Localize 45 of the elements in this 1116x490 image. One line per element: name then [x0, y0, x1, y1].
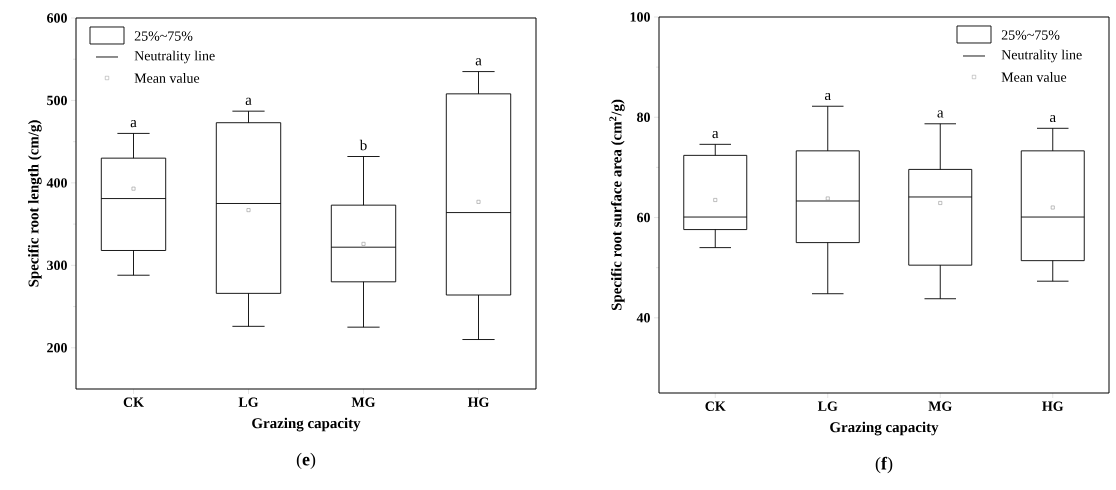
annotation: Neutrality line	[134, 50, 215, 64]
y-axis-title: Specific root surface area (cm$^{2}$/g)	[609, 99, 625, 311]
y-tick-label: 200	[47, 343, 67, 353]
x-tick-label: MG	[351, 397, 376, 407]
x-tick-label: HG	[1042, 401, 1064, 411]
x-axis-title: Grazing capacity	[252, 417, 361, 432]
x-tick-label: MG	[928, 401, 952, 411]
text: (e)	[296, 452, 316, 470]
point	[131, 186, 136, 191]
annotation: a	[475, 58, 482, 66]
x-tick-label: LG	[817, 401, 838, 411]
y-tick-label: 80	[637, 112, 650, 122]
y-tick-label: 600	[47, 13, 67, 23]
y-tick-label: 100	[630, 12, 650, 22]
point	[713, 198, 718, 202]
legend-label: Mean value	[1001, 72, 1067, 82]
point	[938, 201, 943, 205]
text: (f)	[875, 456, 893, 474]
x-tick-label: CK	[123, 397, 144, 407]
y-tick-label: 60	[637, 212, 650, 223]
y-axis-title: Specific root length (cm/g)	[27, 120, 42, 287]
x-tick-label: CK	[705, 401, 726, 411]
annotation: a	[712, 130, 719, 139]
annotation: a	[130, 120, 137, 128]
annotation: a	[937, 110, 944, 118]
point	[1050, 205, 1055, 210]
y-tick-label: 400	[46, 178, 67, 188]
x-tick-label: HG	[467, 397, 489, 407]
y-tick-label: 500	[47, 95, 67, 106]
y-tick-label: 40	[636, 313, 650, 323]
legend-label: 25%~75%	[134, 31, 193, 41]
annotation: a	[1049, 114, 1056, 123]
x-tick-label: LG	[238, 397, 259, 407]
point	[476, 200, 481, 204]
annotation: a	[245, 97, 252, 105]
annotation: Neutrality line	[1001, 49, 1082, 63]
legend-label: 25%~75%	[1001, 30, 1060, 40]
annotation: b	[359, 139, 367, 151]
point	[825, 196, 830, 201]
point	[246, 208, 251, 212]
legend-label: Mean value	[134, 73, 200, 83]
y-tick-label: 300	[47, 260, 67, 271]
point	[361, 242, 366, 246]
annotation: a	[824, 92, 831, 101]
x-axis-title: Grazing capacity	[830, 421, 939, 436]
